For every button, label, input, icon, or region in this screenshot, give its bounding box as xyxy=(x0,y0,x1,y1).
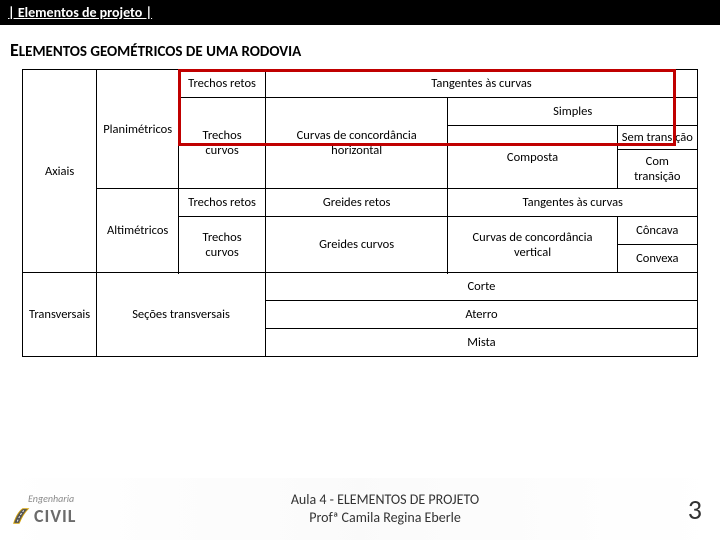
cell-tangentes-2: Tangentes às curvas xyxy=(448,189,698,217)
table-container: Axiais Planimétricos Trechos retos Tange… xyxy=(0,69,720,357)
header-title: | Elementos de projeto | xyxy=(8,4,152,21)
cell-corte: Corte xyxy=(265,273,697,301)
title-first-letter: E xyxy=(10,39,19,61)
cell-secoes: Seções transversais xyxy=(97,273,266,357)
cell-planimetricos: Planimétricos xyxy=(97,70,179,189)
footer-line2: Profª Camila Regina Eberle xyxy=(110,509,660,527)
cell-tangentes-1: Tangentes às curvas xyxy=(265,70,697,98)
cell-convexa: Convexa xyxy=(617,245,697,273)
cell-greides-curvos: Greides curvos xyxy=(265,217,448,273)
title-rest: LEMENTOS GEOMÉTRICOS DE UMA RODOVIA xyxy=(19,43,301,61)
cell-sem-transicao: Sem transição xyxy=(618,126,697,150)
cell-greides-retos: Greides retos xyxy=(265,189,448,217)
cell-com-transicao: Com transição xyxy=(618,150,697,188)
footer-page-number: 3 xyxy=(660,492,720,527)
cell-composta: Composta xyxy=(448,126,617,189)
cell-curvas-horiz: Curvas de concordância horizontal xyxy=(265,98,448,189)
footer: Engenharia CIVIL Aula 4 - ELEMENTOS DE P… xyxy=(0,478,720,540)
cell-curvas-vert: Curvas de concordância vertical xyxy=(448,217,617,273)
elements-table: Axiais Planimétricos Trechos retos Tange… xyxy=(22,69,698,357)
cell-aterro: Aterro xyxy=(265,301,697,329)
cell-mista: Mista xyxy=(265,329,697,357)
header-bar: | Elementos de projeto | xyxy=(0,0,720,25)
cell-trechos-retos-1: Trechos retos xyxy=(179,70,266,98)
cell-transversais: Transversais xyxy=(23,273,97,357)
logo-civil-text: CIVIL xyxy=(34,505,76,527)
footer-line1: Aula 4 - ELEMENTOS DE PROJETO xyxy=(110,491,660,509)
cell-transicao-group: Sem transição Com transição xyxy=(617,126,697,189)
cell-axiais: Axiais xyxy=(23,70,97,273)
road-icon xyxy=(10,505,32,527)
cell-trechos-curvos-1: Trechos curvos xyxy=(179,98,266,189)
cell-trechos-curvos-2: Trechos curvos xyxy=(179,217,266,273)
cell-trechos-retos-2: Trechos retos xyxy=(179,189,266,217)
cell-simples: Simples xyxy=(448,98,698,126)
logo-block: Engenharia CIVIL xyxy=(10,492,76,527)
logo-top-text: Engenharia xyxy=(28,492,74,505)
logo-main-text: CIVIL xyxy=(10,505,76,527)
footer-center: Aula 4 - ELEMENTOS DE PROJETO Profª Cami… xyxy=(110,491,660,527)
cell-concava: Côncava xyxy=(617,217,697,245)
footer-logo: Engenharia CIVIL xyxy=(0,492,110,527)
section-title: ELEMENTOS GEOMÉTRICOS DE UMA RODOVIA xyxy=(0,25,720,69)
cell-altimetricos: Altimétricos xyxy=(97,189,179,273)
